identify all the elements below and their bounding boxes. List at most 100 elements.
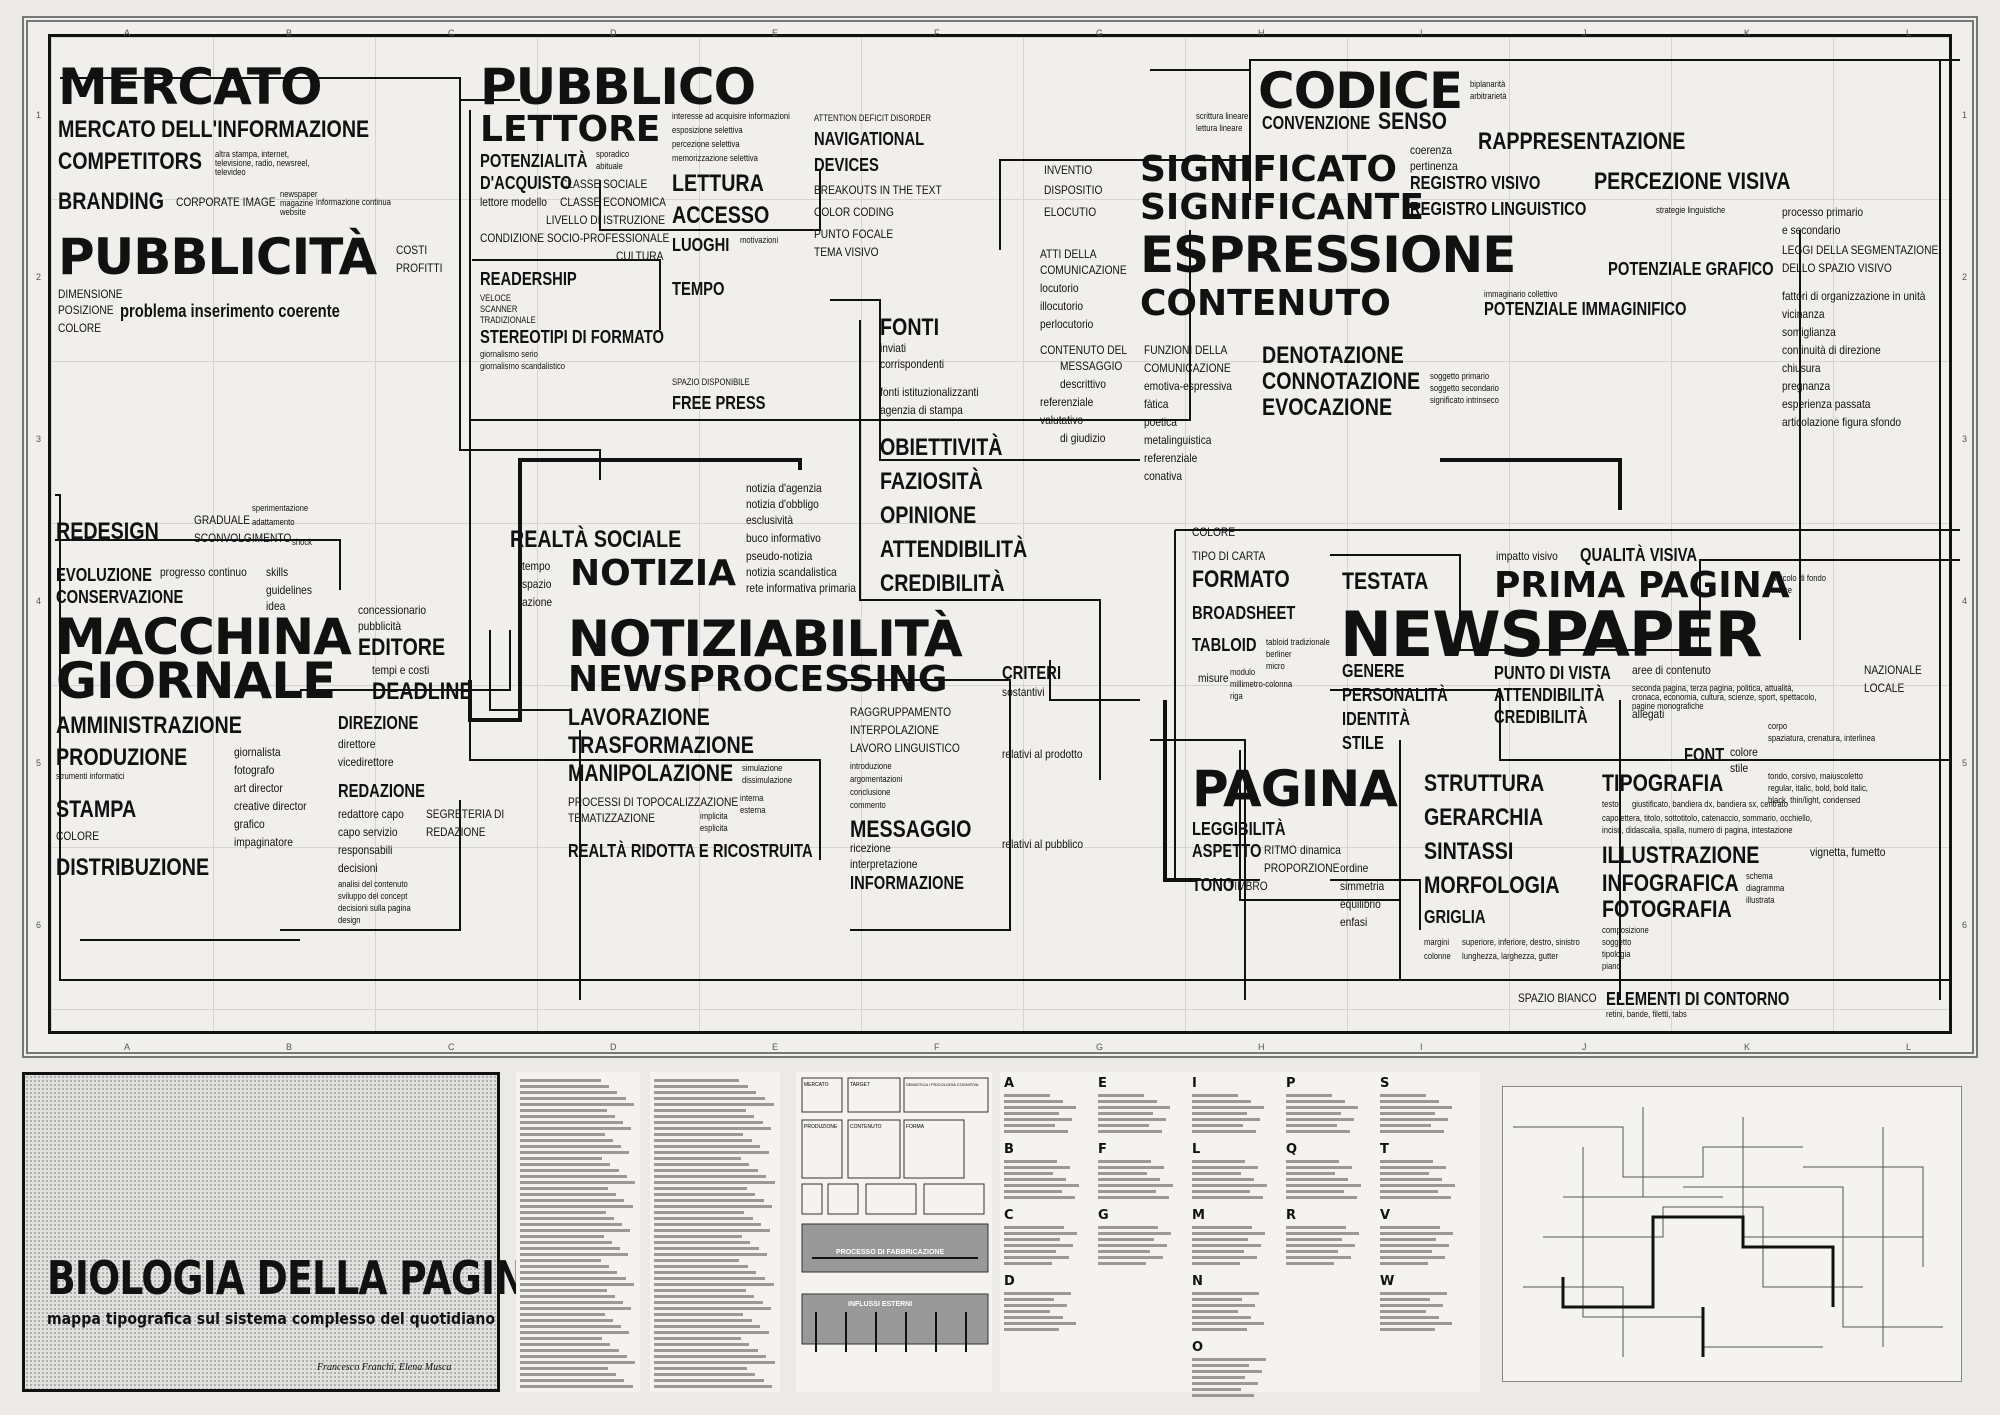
corrispondenti: corrispondenti (880, 357, 945, 371)
index-entry-line (1004, 1316, 1063, 1319)
mini-influssi: INFLUSSI ESTERNI (848, 1301, 912, 1308)
impaginatore: impaginatore (234, 835, 293, 849)
mini-box-produzione: PRODUZIONE (804, 1124, 838, 1130)
tipologia: tipologia (1602, 949, 1631, 959)
grid-letter: H (1258, 1042, 1265, 1052)
text-line (520, 1187, 609, 1190)
index-entry-line (1004, 1244, 1073, 1247)
colonne-note: lunghezza, larghezza, gutter (1462, 951, 1559, 961)
fotografia: FOTOGRAFIA (1602, 896, 1732, 923)
node-accesso: ACCESSO (672, 202, 770, 229)
black: black, thin/light, condensed (1768, 795, 1861, 805)
text-line (520, 1139, 613, 1142)
connotazione: CONNOTAZIONE (1262, 368, 1421, 395)
esplicita: esplicita (700, 823, 728, 833)
index-entry-line (1098, 1166, 1164, 1169)
poster-authors: Francesco Franchi, Elena Musca (317, 1362, 452, 1373)
text-line (520, 1103, 634, 1106)
index-entry-line (1380, 1262, 1428, 1265)
index-entry-line (1004, 1118, 1072, 1121)
paragraph-lines (654, 1076, 776, 1391)
grid-letter: E (772, 28, 779, 38)
grid-number: 1 (36, 110, 42, 120)
node-pagina: PAGINA (1192, 760, 1398, 818)
tipo-carta: TIPO DI CARTA (1192, 549, 1266, 563)
lettura-lineare: lettura lineare (1196, 123, 1243, 133)
pseudo: pseudo-notizia (746, 549, 813, 563)
regular: regular, italic, bold, bold italic, (1768, 783, 1868, 793)
text-line (520, 1277, 626, 1280)
text-line (654, 1247, 759, 1250)
obiettivita: OBIETTIVITÀ (880, 434, 1003, 461)
tabloid: TABLOID (1192, 635, 1257, 655)
livello-istruzione: LIVELLO DI ISTRUZIONE (546, 213, 666, 227)
text-line (520, 1115, 616, 1118)
idea: idea (266, 599, 286, 613)
introduzione: introduzione (850, 761, 892, 771)
text-line (654, 1187, 747, 1190)
text-line (520, 1379, 625, 1382)
problema: problema inserimento coerente (120, 301, 340, 321)
index-entry-line (1192, 1166, 1258, 1169)
text-line (654, 1295, 755, 1298)
index-entry-line (1380, 1112, 1435, 1115)
text-line (654, 1139, 752, 1142)
index-entry-line (1192, 1364, 1249, 1367)
node-fonti: FONTI (880, 314, 940, 341)
analisi: analisi del contenuto (338, 879, 408, 889)
index-entry-line (1286, 1184, 1361, 1187)
index-entry-line (1192, 1370, 1262, 1373)
text-line (654, 1337, 741, 1340)
node-prima-pagina: PRIMA PAGINA (1494, 565, 1790, 606)
text-line (520, 1355, 627, 1358)
dispositio: DISPOSITIO (1044, 183, 1103, 197)
text-line (654, 1115, 755, 1118)
design: design (338, 915, 361, 925)
index-entry-line (1192, 1196, 1263, 1199)
text-line (520, 1127, 632, 1130)
vicinanza: vicinanza (1782, 307, 1825, 321)
grid-letter: G (1096, 1042, 1104, 1052)
lavoro: LAVORO LINGUISTICO (850, 741, 960, 755)
index-entry-line (1192, 1094, 1238, 1097)
elementi: ELEMENTI DI CONTORNO (1606, 989, 1790, 1009)
text-line (654, 1361, 775, 1364)
esposizione: esposizione selettiva (672, 125, 743, 135)
text-line (654, 1163, 750, 1166)
index-entry-line (1098, 1124, 1149, 1127)
grid-letter: E (772, 1042, 779, 1052)
valutativo: valutativo (1040, 413, 1084, 427)
text-line (654, 1127, 772, 1130)
text-line (654, 1349, 758, 1352)
grid-letter: I (1420, 28, 1423, 38)
node-lettore: LETTORE (480, 109, 661, 150)
text-line (520, 1343, 611, 1346)
impatto: impatto visivo (1496, 549, 1558, 563)
capo-servizio: capo servizio (338, 825, 398, 839)
text-line (654, 1331, 769, 1334)
tempo: TEMPO (672, 279, 725, 299)
agenzia: agenzia di stampa (880, 403, 963, 417)
potenziale-grafico: POTENZIALE GRAFICO (1608, 259, 1774, 279)
fonti-ist: fonti istituzionalizzanti (880, 385, 979, 399)
index-entry-line (1098, 1226, 1158, 1229)
riga: riga (1230, 691, 1243, 701)
esperienza: esperienza passata (1782, 397, 1871, 411)
index-entry-line (1098, 1160, 1151, 1163)
grid-letter: D (610, 1042, 617, 1052)
index-entry-line (1192, 1160, 1245, 1163)
illustrazione: ILLUSTRAZIONE (1602, 842, 1760, 869)
index-entry-line (1380, 1250, 1432, 1253)
testo: testo (1602, 799, 1619, 809)
potenziale-immaginifico: POTENZIALE IMMAGINIFICO (1484, 299, 1687, 319)
text-line (654, 1319, 752, 1322)
giornalista: giornalista (234, 745, 281, 759)
index-entry-line (1380, 1316, 1439, 1319)
simmetria: simmetria (1340, 879, 1385, 893)
index-entry-line (1004, 1322, 1076, 1325)
text-line (654, 1211, 745, 1214)
tabloid-note: tabloid tradizionale (1266, 637, 1330, 647)
mini-diagram: MERCATO TARGET SEMIOTICA / PSICOLOGIA CO… (796, 1072, 992, 1392)
redazione2: REDAZIONE (426, 825, 486, 839)
index-entry-line (1192, 1382, 1258, 1385)
